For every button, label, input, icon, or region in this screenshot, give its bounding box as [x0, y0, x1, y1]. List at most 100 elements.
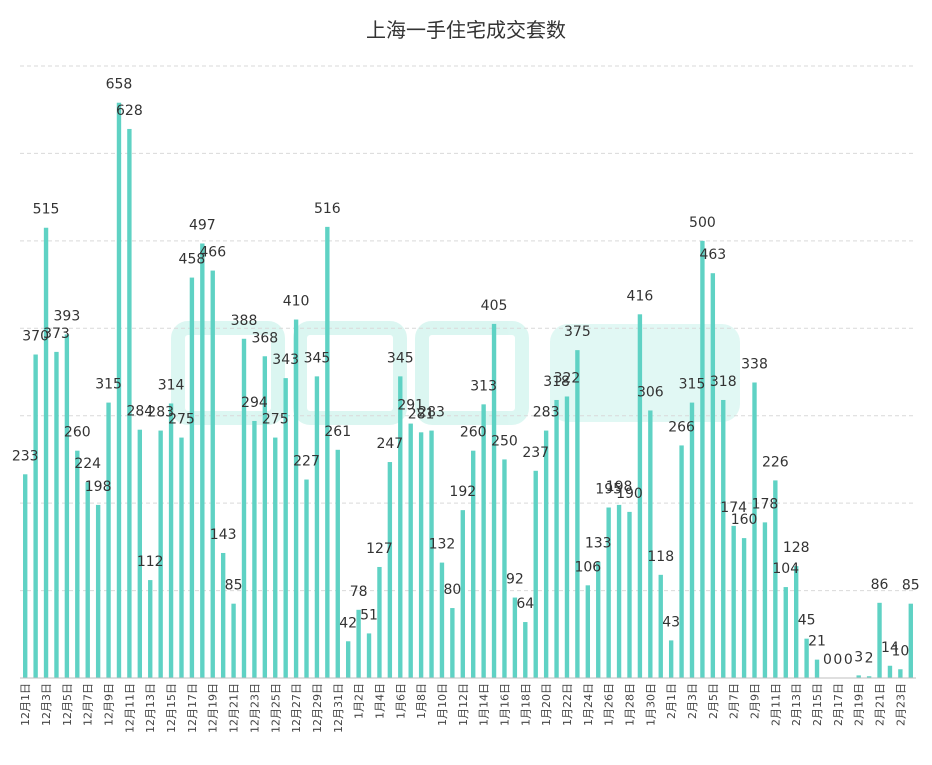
data-label: 373 — [43, 326, 70, 342]
bar — [85, 482, 90, 678]
x-tick-label: 1月4日 — [373, 683, 386, 719]
x-tick-label: 12月13日 — [144, 683, 157, 733]
x-tick-label: 1月24日 — [582, 683, 595, 726]
data-label: 338 — [741, 356, 768, 372]
bar — [721, 399, 726, 678]
bar — [512, 597, 518, 678]
bar — [429, 430, 434, 678]
bar — [43, 227, 49, 678]
x-tick-label: 1月28日 — [623, 683, 636, 726]
bar — [481, 404, 486, 678]
bar — [731, 525, 736, 678]
data-label: 405 — [481, 298, 508, 314]
data-label: 51 — [360, 607, 378, 623]
x-tick-label: 12月21日 — [228, 683, 241, 733]
bar — [356, 609, 361, 678]
data-label: 80 — [443, 582, 461, 598]
bar — [679, 445, 684, 678]
bar — [596, 561, 601, 678]
data-label: 322 — [554, 370, 581, 386]
data-label: 497 — [189, 217, 216, 233]
data-label: 128 — [783, 540, 810, 556]
data-label: 233 — [12, 448, 39, 464]
x-tick-label: 12月31日 — [332, 683, 345, 733]
bar — [345, 641, 351, 678]
data-label: 3 — [854, 649, 863, 665]
x-tick-label: 1月26日 — [603, 683, 616, 726]
bar — [168, 403, 174, 678]
data-label: 306 — [637, 384, 664, 400]
bar — [148, 580, 153, 678]
bar — [64, 334, 70, 678]
bar — [377, 566, 382, 678]
bar — [877, 602, 882, 678]
x-tick-label: 2月17日 — [832, 683, 845, 726]
bar — [741, 538, 747, 678]
x-axis-ticks: 12月1日 12月3日 12月5日 12月7日 12月9日 12月11日 12月13日 12月… — [19, 683, 907, 733]
bar — [866, 676, 872, 678]
bar — [283, 378, 288, 678]
bar — [137, 429, 143, 678]
bar — [200, 243, 205, 679]
data-label: 516 — [314, 201, 341, 217]
bar — [502, 459, 507, 678]
bar — [106, 402, 111, 678]
bar — [471, 450, 476, 678]
bar — [54, 351, 59, 678]
bar — [710, 273, 716, 678]
x-tick-label: 1月16日 — [498, 683, 511, 726]
data-label: 466 — [199, 245, 226, 261]
data-label: 500 — [689, 215, 716, 231]
bar — [408, 423, 413, 678]
bar — [325, 226, 330, 678]
data-label: 132 — [429, 537, 456, 553]
bar — [220, 552, 226, 678]
data-label: 275 — [262, 412, 289, 428]
bar — [793, 566, 799, 678]
bar — [627, 511, 632, 678]
data-label: 343 — [272, 352, 299, 368]
bar — [762, 522, 768, 678]
data-label: 85 — [225, 578, 243, 594]
bar — [856, 675, 861, 678]
x-tick-label: 1月10日 — [436, 683, 449, 726]
bar — [887, 665, 893, 678]
x-tick-label: 12月7日 — [82, 683, 95, 726]
data-label: 192 — [449, 484, 476, 500]
x-tick-label: 1月12日 — [457, 683, 470, 726]
data-label: 291 — [397, 398, 424, 414]
data-label: 224 — [74, 456, 101, 472]
x-tick-label: 12月27日 — [290, 683, 303, 733]
data-label: 64 — [516, 596, 534, 612]
bar — [648, 410, 653, 678]
bar — [543, 430, 549, 678]
bar — [293, 319, 299, 678]
data-label: 198 — [606, 479, 633, 495]
data-label: 10 — [891, 643, 909, 659]
bar — [804, 638, 809, 678]
data-label: 388 — [231, 313, 258, 329]
data-label: 463 — [699, 247, 726, 263]
data-label: 315 — [95, 377, 122, 393]
data-label: 260 — [460, 425, 487, 441]
data-label: 104 — [772, 561, 799, 577]
x-tick-label: 2月11日 — [769, 683, 782, 726]
bar — [116, 102, 122, 679]
data-label: 515 — [33, 202, 60, 218]
data-label: 368 — [251, 330, 278, 346]
bar — [189, 277, 195, 678]
bar — [450, 608, 455, 678]
bar — [439, 562, 445, 678]
x-tick-label: 12月23日 — [248, 683, 261, 733]
data-label: 458 — [179, 252, 206, 268]
data-label: 283 — [533, 405, 560, 421]
data-label: 0 — [823, 652, 832, 668]
data-label: 314 — [158, 377, 185, 393]
x-tick-label: 12月15日 — [165, 683, 178, 733]
data-label: 127 — [366, 541, 393, 557]
bar — [668, 640, 674, 678]
x-tick-label: 1月14日 — [478, 683, 491, 726]
data-label: 315 — [679, 377, 706, 393]
data-label: 318 — [543, 374, 570, 390]
